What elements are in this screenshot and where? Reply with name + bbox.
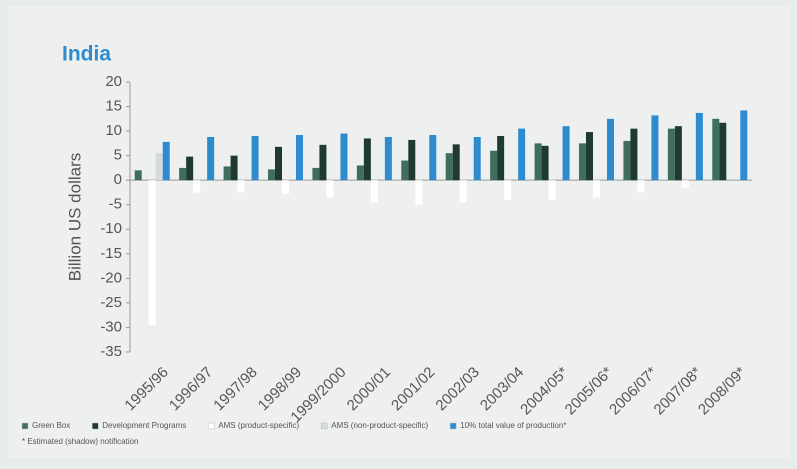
bar <box>674 126 682 181</box>
y-tick-label: 10 <box>105 122 122 139</box>
bar <box>562 126 570 181</box>
y-tick-label: -35 <box>100 343 122 360</box>
bar <box>607 118 614 181</box>
bar <box>155 153 163 181</box>
bar <box>223 166 231 181</box>
bar <box>518 128 526 181</box>
bar <box>356 165 364 181</box>
bar <box>275 146 282 181</box>
legend-swatch <box>449 422 457 430</box>
bar <box>268 169 275 181</box>
footnote: * Estimated (shadow) notification <box>22 437 139 446</box>
y-tick-label: -25 <box>100 294 122 311</box>
bar <box>230 155 238 181</box>
bar <box>579 143 586 181</box>
bar <box>370 180 378 203</box>
y-tick-label: -20 <box>100 269 122 286</box>
bar <box>179 167 187 181</box>
bar <box>237 180 245 193</box>
legend-label: AMS (non-product-specific) <box>331 421 428 430</box>
bar <box>340 133 348 181</box>
bar <box>207 136 215 181</box>
legend-label: AMS (product-specific) <box>218 421 299 430</box>
bar <box>534 143 542 181</box>
bar <box>363 138 371 181</box>
panel <box>8 6 789 458</box>
bar <box>681 180 689 188</box>
legend-label: Green Box <box>32 421 70 430</box>
bar <box>415 180 423 205</box>
y-tick-label: 20 <box>105 73 122 90</box>
bar <box>384 136 392 181</box>
bar <box>548 180 556 200</box>
bar <box>651 115 659 181</box>
bar <box>319 144 327 181</box>
bar <box>401 160 409 181</box>
bar <box>497 136 505 181</box>
bar <box>408 139 416 181</box>
legend-swatch <box>92 422 99 430</box>
bar <box>630 128 638 181</box>
bar <box>326 180 334 198</box>
bar <box>712 118 720 181</box>
bar <box>134 170 142 181</box>
bar <box>719 122 727 181</box>
y-tick-label: -30 <box>100 318 122 335</box>
bar <box>193 180 201 193</box>
legend-swatch <box>208 422 215 430</box>
y-tick-label: 15 <box>105 98 122 115</box>
bar <box>593 180 600 198</box>
y-tick-label: 0 <box>114 171 122 188</box>
bar <box>623 140 631 181</box>
bar <box>452 144 460 181</box>
bar <box>445 153 453 181</box>
y-axis-label: Billion US dollars <box>65 153 84 282</box>
bar <box>429 135 437 181</box>
y-tick-label: -10 <box>100 220 122 237</box>
bar <box>637 180 645 193</box>
bar <box>541 145 549 181</box>
legend-swatch <box>320 422 328 430</box>
bar <box>504 180 512 200</box>
bar <box>186 156 194 181</box>
legend-swatch <box>21 422 29 430</box>
y-tick-label: 5 <box>114 147 122 164</box>
bar <box>459 180 467 203</box>
bar <box>667 128 675 181</box>
legend-label: 10% total value of production* <box>460 421 566 430</box>
bar <box>586 132 593 181</box>
bar <box>296 135 303 181</box>
bar <box>312 167 320 181</box>
bar <box>740 110 748 181</box>
bar <box>162 141 170 181</box>
y-tick-label: -15 <box>100 245 122 262</box>
bar <box>695 112 703 181</box>
bar <box>148 180 156 325</box>
legend-label: Development Programs <box>102 421 186 430</box>
bar <box>490 150 498 181</box>
bar <box>251 136 259 181</box>
bar <box>473 136 481 181</box>
y-tick-label: -5 <box>109 196 122 213</box>
bar <box>282 180 289 194</box>
chart-title: India <box>62 43 111 66</box>
